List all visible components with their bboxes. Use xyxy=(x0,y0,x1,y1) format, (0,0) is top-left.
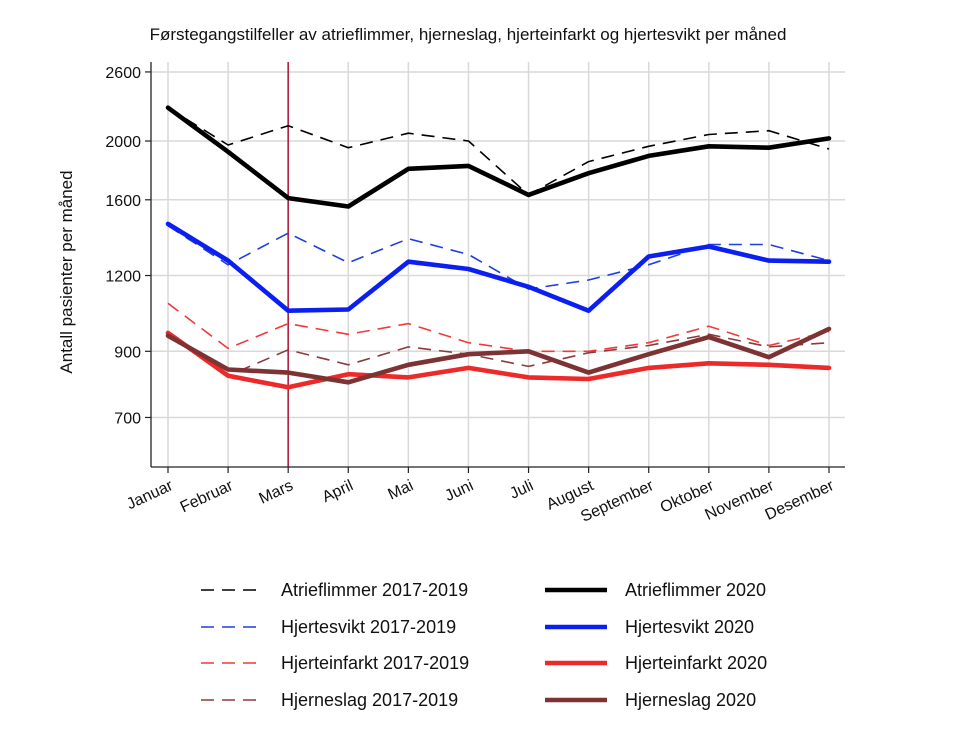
legend-label: Hjertesvikt 2020 xyxy=(625,617,754,637)
x-tick-label: Mai xyxy=(386,477,417,503)
x-tick-label: Januar xyxy=(124,477,176,513)
y-tick-label: 700 xyxy=(114,410,141,427)
series-line-hjertesvikt-2017-2019 xyxy=(167,225,830,290)
gridlines xyxy=(151,62,845,467)
y-tick-label: 1600 xyxy=(105,193,141,210)
series-line-hjerneslag-2020 xyxy=(165,326,832,385)
series-line-atrieflimmer-2017-2019 xyxy=(167,107,830,196)
axes xyxy=(145,62,845,473)
series-line-hjertesvikt-2020 xyxy=(165,221,832,314)
legend-label: Hjerteinfarkt 2020 xyxy=(625,653,767,673)
legend-label: Atrieflimmer 2017-2019 xyxy=(281,580,468,600)
legend-label: Hjerneslag 2020 xyxy=(625,690,756,710)
y-tick-label: 2000 xyxy=(105,134,141,151)
series-lines xyxy=(165,105,832,390)
legend-label: Hjerteinfarkt 2017-2019 xyxy=(281,653,469,673)
y-tick-label: 1200 xyxy=(105,269,141,286)
legend: Atrieflimmer 2017-2019 Hjertesvikt 2017-2… xyxy=(201,580,767,710)
legend-label: Hjerneslag 2017-2019 xyxy=(281,690,458,710)
series-line-hjerteinfarkt-2020 xyxy=(165,330,832,390)
chart-title: Førstegangstilfeller av atrieflimmer, hj… xyxy=(150,25,787,44)
series-line-atrieflimmer-2020 xyxy=(165,105,832,209)
series-line-hjerteinfarkt-2017-2019 xyxy=(167,302,830,353)
x-tick-label: Juni xyxy=(442,477,476,505)
x-tick-label: Desember xyxy=(763,477,838,524)
y-axis-label: Antall pasienter per måned xyxy=(57,170,76,373)
series-line-hjerneslag-2017-2019 xyxy=(167,333,830,377)
x-tick-label: Juli xyxy=(507,477,536,503)
y-tick-label: 2600 xyxy=(105,65,141,82)
x-tick-label: Mars xyxy=(256,477,295,507)
legend-label: Atrieflimmer 2020 xyxy=(625,580,766,600)
x-tick-label: April xyxy=(320,477,356,506)
x-tick-label: Februar xyxy=(178,477,237,516)
y-tick-label: 900 xyxy=(114,344,141,361)
x-tick-labels: Januar Februar Mars April Mai Juni Juli AugustS… xyxy=(124,477,837,526)
legend-label: Hjertesvikt 2017-2019 xyxy=(281,617,456,637)
y-tick-labels: 700 900 1200 1600 2000 2600 xyxy=(105,65,141,428)
